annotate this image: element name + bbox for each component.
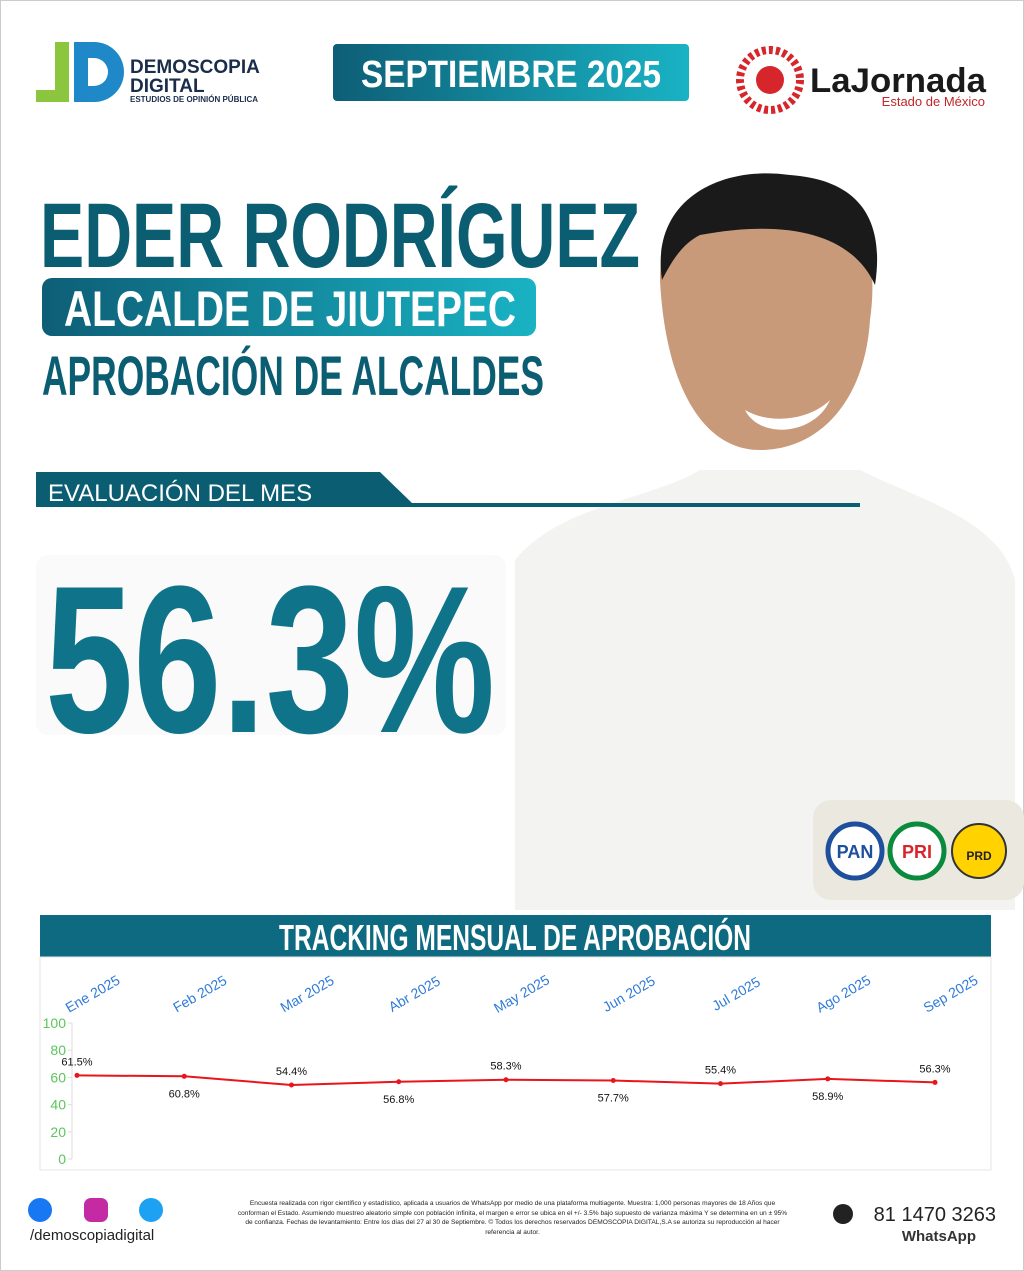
point — [503, 1077, 509, 1083]
brand-sub: ESTUDIOS DE OPINIÓN PÚBLICA — [130, 95, 258, 104]
point — [825, 1076, 831, 1082]
brand: DEMOSCOPIA — [130, 57, 260, 78]
chart-title-bar — [40, 915, 991, 957]
chart-area — [39, 956, 992, 1171]
eval-card — [36, 555, 506, 735]
date-badge — [333, 44, 689, 101]
whatsapp-icon — [833, 1204, 853, 1224]
eval-value: 56.3% — [45, 542, 495, 777]
y-tick-label: 0 — [58, 1151, 66, 1167]
partner-sub: Estado de México — [882, 94, 985, 109]
data-label: 56.8% — [383, 1094, 414, 1106]
eval-banner — [36, 472, 860, 507]
name: EDER RODRÍGUEZ — [40, 184, 640, 287]
date: SEPTIEMBRE 2025 — [361, 54, 661, 96]
twitter-icon — [139, 1198, 163, 1222]
party-logo — [825, 821, 885, 881]
y-tick-label: 100 — [43, 1015, 67, 1031]
data-label: 58.3% — [490, 1061, 521, 1073]
role-badge — [42, 278, 536, 336]
facebook-icon — [28, 1198, 52, 1222]
phone: 81 1470 3263 — [874, 1204, 996, 1226]
point — [610, 1078, 616, 1084]
y-tick-label: 60 — [50, 1069, 66, 1085]
role: ALCALDE DE JIUTEPEC — [64, 281, 516, 337]
logo — [36, 42, 124, 102]
partner: LaJornada — [810, 62, 987, 100]
brand2: DIGITAL — [130, 76, 205, 97]
phone-label: WhatsApp — [902, 1228, 976, 1245]
party: PAN — [837, 842, 874, 862]
data-label: 58.9% — [812, 1091, 843, 1103]
chart-title: TRACKING MENSUAL DE APROBACIÓN — [279, 916, 751, 958]
party: PRI — [902, 842, 932, 862]
point — [181, 1073, 187, 1079]
point — [396, 1079, 402, 1085]
partner-logo — [736, 46, 804, 114]
disclaimer: Encuesta realizada con rigor científico … — [237, 1200, 788, 1236]
point — [74, 1072, 80, 1078]
party-logo — [951, 823, 1007, 879]
data-label: 61.5% — [61, 1056, 92, 1068]
instagram-icon — [84, 1198, 108, 1222]
y-tick-label: 40 — [50, 1097, 66, 1113]
y-tick-label: 20 — [50, 1124, 66, 1140]
data-label: 54.4% — [276, 1066, 307, 1078]
point — [718, 1081, 723, 1087]
point — [932, 1079, 938, 1085]
point — [289, 1082, 294, 1088]
subject: APROBACIÓN DE ALCALDES — [42, 344, 544, 407]
party-logo — [887, 821, 947, 881]
y-tick-label: 80 — [50, 1042, 66, 1058]
data-label: 60.8% — [169, 1088, 200, 1100]
social: /demoscopiadigital — [30, 1227, 154, 1244]
eval-label: EVALUACIÓN DEL MES — [48, 480, 312, 507]
party: PRD — [966, 849, 992, 863]
data-label: 56.3% — [919, 1063, 950, 1075]
data-label: 57.7% — [598, 1093, 629, 1105]
partner-logo-core — [756, 66, 784, 94]
data-label: 55.4% — [705, 1065, 736, 1077]
